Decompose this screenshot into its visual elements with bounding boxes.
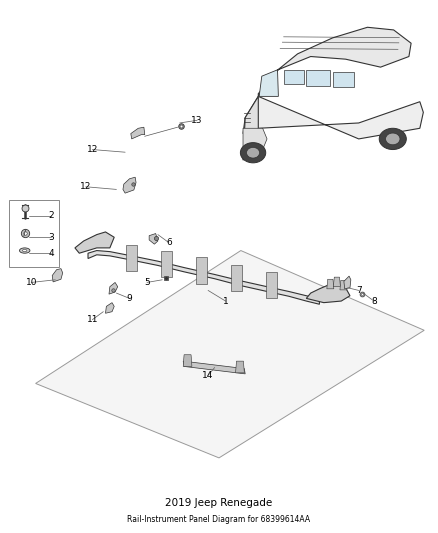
Text: 7: 7 bbox=[356, 286, 362, 295]
Polygon shape bbox=[75, 232, 114, 253]
Text: 10: 10 bbox=[25, 278, 37, 287]
Text: 4: 4 bbox=[48, 249, 54, 258]
Polygon shape bbox=[161, 251, 172, 277]
Ellipse shape bbox=[385, 133, 400, 145]
Text: 14: 14 bbox=[202, 371, 214, 380]
Polygon shape bbox=[106, 303, 114, 313]
Polygon shape bbox=[183, 355, 192, 367]
Polygon shape bbox=[266, 272, 277, 298]
Polygon shape bbox=[333, 277, 340, 287]
Polygon shape bbox=[243, 70, 424, 139]
Text: 12: 12 bbox=[80, 182, 92, 191]
Polygon shape bbox=[196, 257, 207, 284]
Ellipse shape bbox=[379, 128, 406, 150]
Polygon shape bbox=[149, 233, 158, 244]
Polygon shape bbox=[259, 70, 279, 96]
Ellipse shape bbox=[240, 143, 266, 163]
Text: 6: 6 bbox=[166, 238, 172, 247]
Text: 2019 Jeep Renegade: 2019 Jeep Renegade bbox=[166, 498, 272, 508]
Polygon shape bbox=[243, 128, 267, 150]
Polygon shape bbox=[131, 127, 145, 139]
Ellipse shape bbox=[247, 148, 260, 158]
Text: 5: 5 bbox=[144, 278, 150, 287]
Polygon shape bbox=[231, 265, 242, 292]
Polygon shape bbox=[258, 27, 411, 96]
Text: Rail-Instrument Panel Diagram for 68399614AA: Rail-Instrument Panel Diagram for 683996… bbox=[127, 514, 311, 523]
Text: 8: 8 bbox=[371, 296, 377, 305]
Text: 3: 3 bbox=[48, 233, 54, 242]
Polygon shape bbox=[88, 251, 319, 304]
Text: 2: 2 bbox=[48, 212, 54, 221]
Polygon shape bbox=[183, 361, 245, 374]
Polygon shape bbox=[52, 269, 63, 282]
Polygon shape bbox=[109, 282, 118, 294]
Polygon shape bbox=[332, 72, 354, 87]
Polygon shape bbox=[344, 276, 351, 289]
FancyBboxPatch shape bbox=[9, 200, 59, 266]
Ellipse shape bbox=[19, 248, 30, 253]
Polygon shape bbox=[340, 280, 347, 290]
Polygon shape bbox=[327, 279, 334, 289]
Polygon shape bbox=[306, 70, 330, 86]
Ellipse shape bbox=[22, 249, 27, 252]
Polygon shape bbox=[243, 96, 258, 160]
Polygon shape bbox=[236, 361, 244, 373]
Polygon shape bbox=[35, 251, 424, 458]
Text: 1: 1 bbox=[223, 296, 229, 305]
Text: 11: 11 bbox=[87, 315, 98, 324]
Text: 9: 9 bbox=[127, 294, 132, 303]
Polygon shape bbox=[127, 245, 137, 271]
Polygon shape bbox=[306, 284, 350, 303]
Polygon shape bbox=[123, 177, 136, 193]
Polygon shape bbox=[285, 70, 304, 84]
Text: 13: 13 bbox=[191, 116, 203, 125]
Text: 12: 12 bbox=[87, 145, 98, 154]
